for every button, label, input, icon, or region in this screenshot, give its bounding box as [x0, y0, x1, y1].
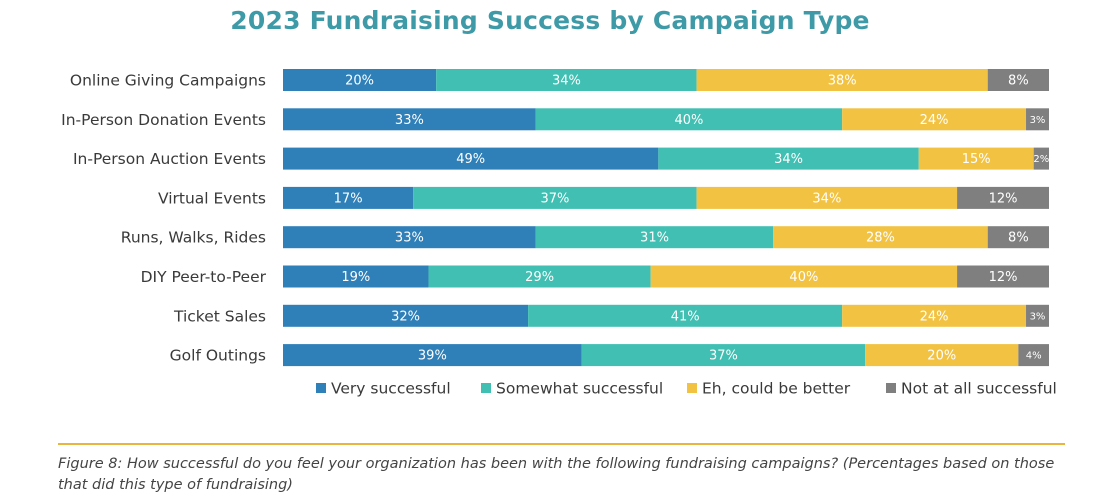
bar-segment: [283, 147, 659, 170]
bar-segment: [773, 226, 988, 249]
data-label: 40%: [789, 270, 818, 285]
data-label: 8%: [1008, 74, 1029, 89]
bar-segment: [283, 344, 582, 367]
bar-segment: [283, 108, 536, 131]
data-label: 15%: [962, 152, 991, 167]
category-label: DIY Peer-to-Peer: [141, 268, 267, 286]
category-labels: Online Giving Campaigns In-Person Donatio…: [61, 72, 266, 365]
stacked-bar-chart: Online Giving Campaigns In-Person Donatio…: [61, 69, 1057, 398]
data-label: 49%: [456, 152, 485, 167]
bar-segment: [436, 69, 697, 91]
bar-segment: [1018, 344, 1049, 367]
bar-segment: [918, 147, 1034, 170]
category-label: Ticket Sales: [173, 307, 266, 325]
data-label: 40%: [675, 113, 704, 128]
bar-segment: [696, 186, 958, 209]
data-label: 20%: [345, 74, 374, 89]
data-label: 12%: [989, 191, 1018, 206]
data-label: 12%: [989, 270, 1018, 285]
figure-caption: Figure 8: How successful do you feel you…: [58, 456, 1055, 493]
legend-label: Somewhat successful: [496, 380, 663, 398]
bar-segment: [957, 186, 1049, 209]
bar-segment: [413, 186, 697, 209]
legend-label: Eh, could be better: [702, 380, 851, 398]
data-label: 34%: [812, 191, 841, 206]
bar-segment: [1026, 108, 1049, 131]
bar-segment: [658, 147, 919, 170]
bar-segment: [987, 69, 1049, 91]
legend-swatch: [316, 383, 326, 393]
legend-swatch: [886, 383, 896, 393]
data-label: 3%: [1030, 115, 1046, 126]
data-label: 33%: [395, 231, 424, 246]
bar-segment: [283, 186, 414, 209]
data-label: 3%: [1030, 311, 1046, 322]
data-label: 24%: [920, 309, 949, 324]
data-label: 41%: [671, 309, 700, 324]
caption-divider: [58, 443, 1065, 445]
category-label: Online Giving Campaigns: [70, 72, 266, 90]
category-label: In-Person Auction Events: [73, 150, 266, 168]
data-label: 8%: [1008, 231, 1029, 246]
category-label: In-Person Donation Events: [61, 111, 266, 129]
bar-segment: [283, 69, 437, 91]
data-label: 31%: [640, 231, 669, 246]
legend-swatch: [687, 383, 697, 393]
bar-segment: [283, 304, 529, 327]
data-label: 32%: [391, 309, 420, 324]
bar-segment: [283, 226, 536, 249]
data-label: 33%: [395, 113, 424, 128]
bar-segment: [535, 226, 774, 249]
category-label: Golf Outings: [170, 347, 266, 365]
data-label: 4%: [1026, 351, 1042, 362]
data-label: 34%: [774, 152, 803, 167]
bar-segment: [528, 304, 843, 327]
bar-segment: [842, 108, 1027, 131]
bar-segment: [1026, 304, 1049, 327]
bar-segment: [428, 265, 651, 288]
legend-label: Not at all successful: [901, 380, 1057, 398]
data-label: 28%: [866, 231, 895, 246]
legend: Very successful Somewhat successful Eh, co…: [316, 380, 1057, 398]
category-label: Runs, Walks, Rides: [121, 229, 266, 247]
data-label: 37%: [540, 191, 569, 206]
legend-label: Very successful: [331, 380, 451, 398]
legend-swatch: [481, 383, 491, 393]
bar-segment: [1033, 147, 1049, 170]
bar-segment: [283, 265, 429, 288]
bar-segment: [842, 304, 1027, 327]
bar-segment: [650, 265, 958, 288]
data-label: 2%: [1033, 154, 1049, 165]
chart-title: 2023 Fundraising Success by Campaign Typ…: [230, 6, 870, 35]
bar-segment: [581, 344, 866, 367]
bars: 20% 34% 38% 8% 33% 40% 24% 3% 49% 34% 15% 2% 17% 37% 3…: [283, 69, 1049, 367]
data-label: 29%: [525, 270, 554, 285]
bar-segment: [865, 344, 1019, 367]
data-label: 38%: [828, 74, 857, 89]
data-label: 19%: [341, 270, 370, 285]
data-label: 24%: [920, 113, 949, 128]
data-label: 20%: [927, 349, 956, 364]
bar-segment: [957, 265, 1049, 288]
bar-segment: [696, 69, 988, 91]
data-label: 34%: [552, 74, 581, 89]
bar-segment: [535, 108, 843, 131]
data-label: 37%: [709, 349, 738, 364]
bar-segment: [987, 226, 1049, 249]
data-label: 39%: [418, 349, 447, 364]
category-label: Virtual Events: [158, 189, 266, 207]
data-label: 17%: [334, 191, 363, 206]
